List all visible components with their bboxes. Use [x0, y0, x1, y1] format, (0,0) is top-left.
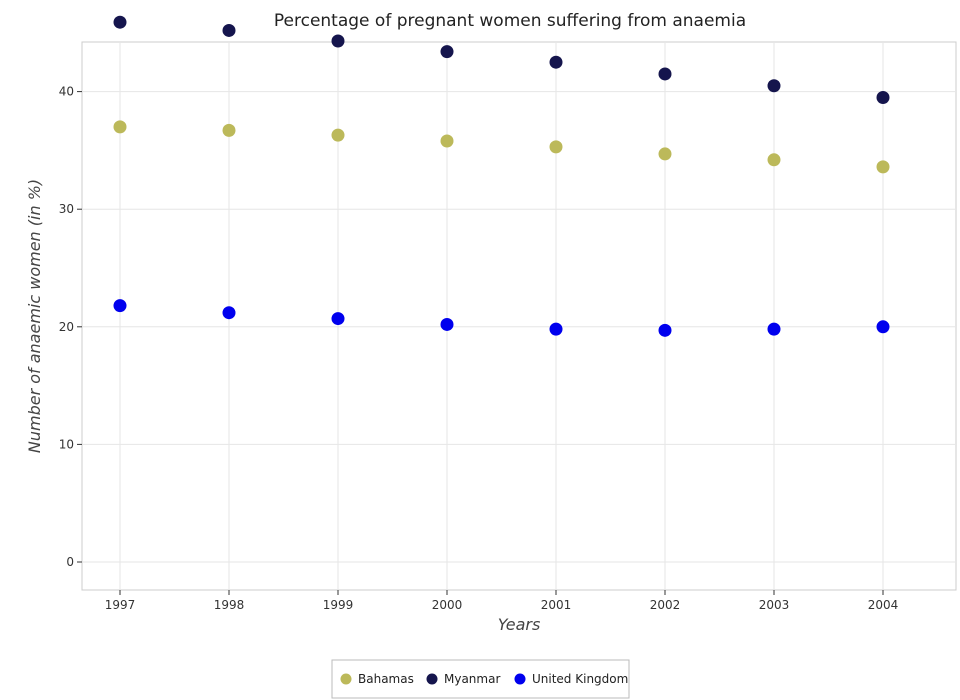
point-united-kingdom — [222, 306, 236, 320]
legend-marker-united-kingdom — [514, 673, 526, 685]
point-bahamas — [549, 140, 563, 154]
y-axis-ticks: 0 10 20 30 40 — [59, 85, 82, 569]
legend-label: Bahamas — [358, 672, 414, 686]
x-tick-label: 2000 — [432, 598, 463, 612]
point-bahamas — [222, 123, 236, 137]
x-tick-label: 2004 — [868, 598, 899, 612]
plot-area — [81, 41, 957, 591]
legend-marker-myanmar — [426, 673, 438, 685]
point-united-kingdom — [876, 320, 890, 334]
point-bahamas — [767, 153, 781, 167]
point-bahamas — [440, 134, 454, 148]
point-myanmar — [331, 34, 345, 48]
point-bahamas — [876, 160, 890, 174]
legend-label: United Kingdom — [532, 672, 628, 686]
x-axis-label: Years — [498, 615, 541, 634]
point-united-kingdom — [767, 322, 781, 336]
x-tick-label: 1998 — [214, 598, 245, 612]
point-bahamas — [113, 120, 127, 134]
y-tick-label: 40 — [59, 85, 74, 99]
legend-marker-bahamas — [340, 673, 352, 685]
y-tick-label: 20 — [59, 320, 74, 334]
x-tick-label: 1999 — [323, 598, 354, 612]
point-united-kingdom — [331, 312, 345, 326]
point-bahamas — [331, 128, 345, 142]
point-myanmar — [222, 23, 236, 37]
point-united-kingdom — [440, 317, 454, 331]
y-tick-label: 0 — [66, 555, 74, 569]
x-tick-label: 2003 — [759, 598, 790, 612]
point-united-kingdom — [549, 322, 563, 336]
point-myanmar — [549, 55, 563, 69]
point-myanmar — [113, 15, 127, 29]
point-united-kingdom — [658, 323, 672, 337]
chart-title: Percentage of pregnant women suffering f… — [274, 11, 746, 31]
point-myanmar — [440, 45, 454, 59]
x-tick-label: 2001 — [541, 598, 572, 612]
legend: Bahamas Myanmar United Kingdom — [331, 659, 630, 699]
point-bahamas — [658, 147, 672, 161]
point-myanmar — [767, 79, 781, 93]
point-myanmar — [658, 67, 672, 81]
point-myanmar — [876, 90, 890, 104]
y-tick-label: 30 — [59, 202, 74, 216]
legend-box — [331, 659, 630, 699]
y-axis-label: Number of anaemic women (in %) — [25, 179, 44, 453]
x-tick-label: 1997 — [105, 598, 136, 612]
y-tick-label: 10 — [59, 437, 74, 451]
data-points — [113, 15, 890, 337]
x-tick-label: 2002 — [650, 598, 681, 612]
x-axis-ticks: 1997 1998 1999 2000 2001 2002 2003 2004 — [105, 590, 899, 612]
point-united-kingdom — [113, 299, 127, 313]
legend-label: Myanmar — [444, 672, 500, 686]
